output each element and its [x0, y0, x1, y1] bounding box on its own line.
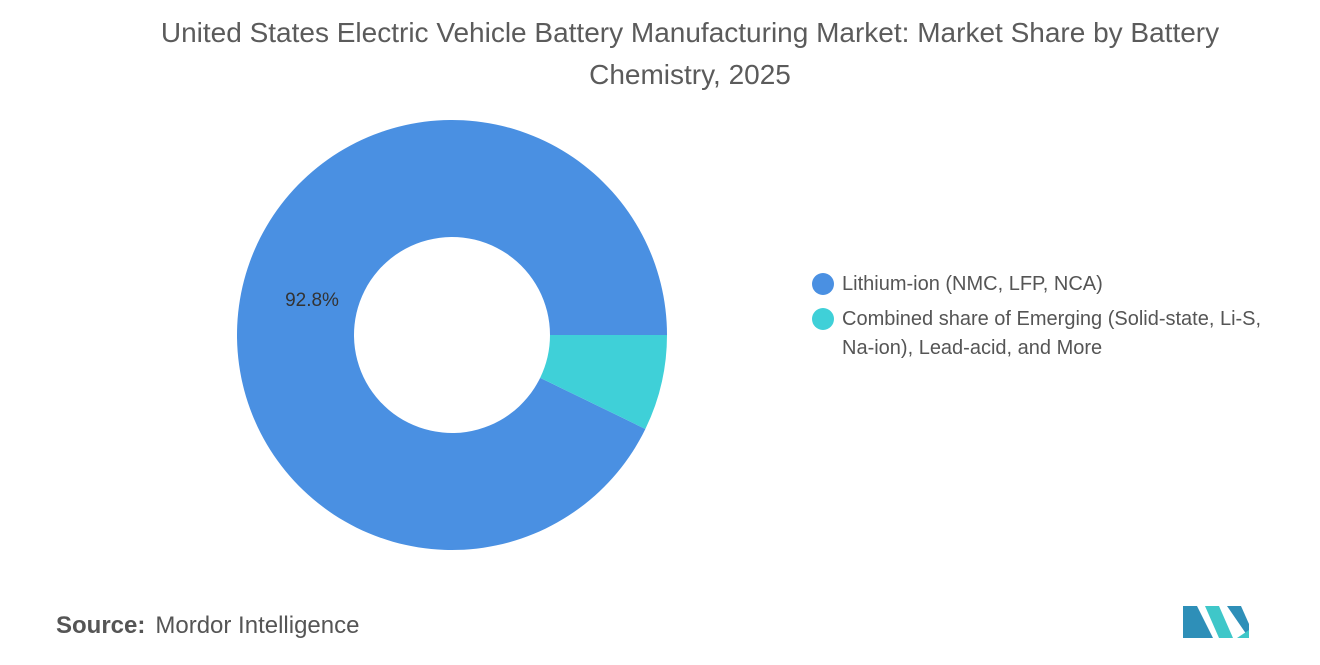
legend: Lithium-ion (NMC, LFP, NCA) Combined shar…: [812, 270, 1262, 369]
source-text: Mordor Intelligence: [155, 612, 360, 639]
source-label: Source:: [56, 612, 146, 639]
legend-swatch: [812, 308, 834, 330]
legend-swatch: [812, 273, 834, 295]
donut-slice: [540, 335, 667, 429]
data-label: 92.8%: [285, 290, 339, 311]
chart-title: United States Electric Vehicle Battery M…: [160, 17, 1220, 90]
legend-item: Combined share of Emerging (Solid-state,…: [812, 305, 1262, 363]
logo: [1183, 606, 1249, 638]
donut-slice: [237, 119, 668, 550]
legend-label: Combined share of Emerging (Solid-state,…: [842, 308, 1262, 359]
source: Source: Mordor Intelligence: [56, 612, 359, 640]
legend-item: Lithium-ion (NMC, LFP, NCA): [812, 270, 1262, 299]
legend-label: Lithium-ion (NMC, LFP, NCA): [842, 273, 1103, 295]
